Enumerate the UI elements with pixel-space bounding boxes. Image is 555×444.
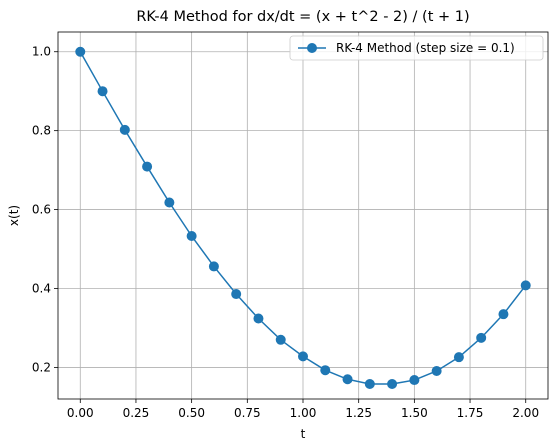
x-tick-label: 1.25 [345, 406, 372, 420]
x-tick-label: 0.75 [234, 406, 261, 420]
y-tick-label: 0.2 [32, 360, 51, 374]
grid-lines [58, 32, 548, 399]
legend-marker-swatch [307, 43, 317, 53]
data-point [97, 86, 108, 97]
data-point [142, 161, 153, 172]
legend-box [289, 35, 544, 61]
x-axis-ticks: 0.00 0.25 0.50 0.75 1.00 1.25 1.50 1.75 2.00 [67, 399, 539, 420]
data-point [231, 289, 242, 300]
y-axis-ticks: 0.2 0.4 0.6 0.8 1.0 [32, 45, 58, 374]
y-tick-label: 0.6 [32, 203, 51, 217]
y-tick-label: 0.4 [32, 282, 51, 296]
data-point [387, 379, 398, 390]
data-point [275, 334, 286, 345]
data-point [320, 365, 331, 376]
legend: RK-4 Method (step size = 0.1) [289, 35, 544, 61]
x-tick-label: 1.75 [457, 406, 484, 420]
data-point [253, 313, 264, 324]
data-point [476, 332, 487, 343]
data-point [342, 374, 353, 385]
data-point [298, 351, 308, 362]
data-point [75, 46, 86, 57]
data-point [409, 375, 420, 386]
data-point [186, 231, 197, 242]
x-tick-label: 0.00 [67, 406, 94, 420]
x-tick-label: 0.50 [178, 406, 205, 420]
x-tick-label: 1.00 [290, 406, 317, 420]
x-tick-label: 0.25 [123, 406, 150, 420]
y-tick-label: 1.0 [32, 45, 51, 59]
data-point [498, 309, 509, 320]
x-tick-label: 2.00 [512, 406, 539, 420]
data-point [520, 280, 531, 291]
chart-title: RK-4 Method for dx/dt = (x + t^2 - 2) / … [136, 9, 469, 25]
data-point [453, 352, 464, 363]
y-tick-label: 0.8 [32, 124, 51, 138]
series-layer [75, 46, 531, 390]
data-point [431, 365, 442, 376]
legend-label: RK-4 Method (step size = 0.1) [336, 41, 515, 55]
x-axis-label: t [301, 427, 306, 441]
y-axis-label: x(t) [7, 205, 21, 226]
data-point [164, 197, 175, 208]
data-point [208, 261, 219, 272]
data-point [119, 124, 130, 135]
data-point [364, 379, 375, 390]
x-tick-label: 1.50 [401, 406, 428, 420]
